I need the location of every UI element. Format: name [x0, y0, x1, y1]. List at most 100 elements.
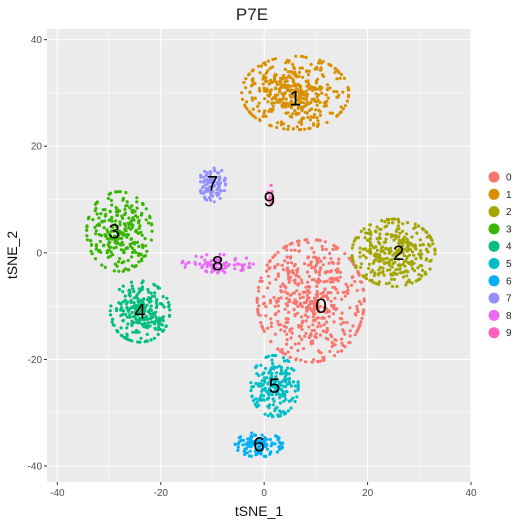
- data-point: [398, 267, 402, 271]
- data-point: [394, 236, 398, 240]
- data-point: [253, 433, 258, 437]
- data-point: [151, 312, 155, 316]
- data-point: [221, 269, 225, 273]
- data-point: [280, 446, 284, 450]
- data-point: [104, 234, 108, 238]
- data-point: [305, 111, 309, 115]
- data-point: [131, 320, 136, 325]
- data-point: [217, 175, 221, 179]
- data-point: [287, 372, 291, 376]
- data-point: [204, 269, 208, 273]
- data-point: [158, 319, 162, 323]
- data-point: [298, 292, 302, 296]
- data-point: [335, 270, 339, 274]
- data-point: [367, 228, 371, 232]
- data-point: [314, 335, 318, 340]
- data-point: [309, 332, 313, 336]
- data-point: [255, 297, 259, 301]
- data-point: [264, 63, 268, 67]
- data-point: [278, 90, 282, 94]
- data-point: [252, 399, 256, 403]
- data-point: [420, 268, 425, 272]
- data-point: [333, 354, 337, 358]
- data-point: [311, 315, 315, 319]
- data-point: [274, 87, 278, 91]
- data-point: [290, 241, 294, 245]
- data-point: [248, 90, 252, 94]
- data-point: [273, 101, 277, 105]
- data-point: [144, 218, 148, 222]
- data-point: [286, 111, 290, 115]
- data-point: [304, 285, 308, 289]
- data-point: [118, 223, 122, 227]
- data-point: [417, 252, 421, 256]
- data-point: [281, 389, 285, 393]
- data-point: [270, 358, 274, 362]
- data-point: [368, 236, 372, 240]
- data-point: [333, 66, 337, 71]
- data-point: [144, 207, 148, 211]
- data-point: [265, 87, 269, 91]
- data-point: [149, 304, 153, 308]
- data-point: [274, 376, 278, 380]
- data-point: [137, 306, 141, 310]
- data-point: [304, 55, 308, 60]
- data-point: [293, 278, 297, 282]
- data-point: [265, 447, 270, 451]
- data-point: [341, 90, 345, 94]
- data-point: [305, 92, 309, 96]
- data-point: [420, 252, 424, 256]
- data-point: [306, 296, 310, 300]
- data-point: [293, 399, 297, 404]
- cluster-8-points: [180, 252, 255, 275]
- data-point: [122, 248, 126, 252]
- cluster-label-7: 7: [207, 173, 219, 196]
- data-point: [266, 396, 270, 401]
- data-point: [108, 309, 112, 313]
- data-point: [373, 281, 378, 285]
- data-point: [141, 202, 145, 206]
- data-point: [287, 60, 291, 64]
- data-point: [125, 315, 129, 319]
- data-point: [318, 100, 322, 104]
- data-point: [296, 283, 300, 287]
- data-point: [286, 267, 290, 271]
- data-point: [295, 300, 299, 304]
- data-point: [269, 412, 273, 416]
- data-point: [339, 322, 343, 326]
- data-point: [224, 261, 228, 265]
- data-point: [280, 103, 284, 107]
- data-point: [317, 61, 321, 65]
- data-point: [104, 212, 108, 216]
- data-point: [268, 403, 272, 407]
- data-point: [297, 325, 301, 329]
- data-point: [120, 334, 124, 338]
- data-point: [378, 232, 382, 236]
- data-point: [397, 257, 401, 261]
- data-point: [316, 98, 320, 102]
- data-point: [366, 238, 370, 242]
- data-point: [293, 312, 297, 317]
- data-point: [148, 216, 152, 220]
- data-point: [364, 256, 368, 260]
- data-point: [302, 105, 306, 109]
- data-point: [300, 96, 304, 100]
- data-point: [326, 296, 330, 300]
- data-point: [299, 324, 304, 328]
- data-point: [324, 93, 328, 97]
- data-point: [265, 269, 269, 273]
- data-point: [258, 384, 262, 388]
- data-point: [315, 305, 319, 309]
- data-point: [348, 340, 352, 345]
- data-point: [130, 310, 134, 315]
- data-point: [358, 255, 362, 259]
- data-point: [278, 87, 282, 91]
- data-point: [338, 270, 342, 274]
- data-point: [285, 390, 289, 394]
- data-point: [392, 238, 396, 242]
- data-point: [143, 321, 147, 325]
- data-point: [357, 273, 361, 277]
- data-point: [306, 115, 310, 119]
- data-point: [154, 315, 158, 319]
- data-point: [317, 256, 321, 260]
